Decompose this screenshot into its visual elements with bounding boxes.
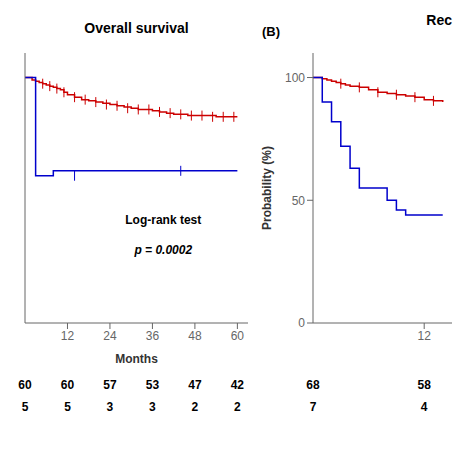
svg-text:100: 100 (285, 71, 305, 85)
svg-text:24: 24 (103, 329, 117, 343)
html-text:3: 3 (106, 400, 114, 414)
html-text:(B): (B) (262, 24, 280, 39)
html-text:60: 60 (18, 378, 32, 392)
html-text:60: 60 (60, 378, 75, 392)
svg-text:60: 60 (231, 329, 245, 343)
svg-text:12: 12 (61, 329, 75, 343)
html-text:p = 0.0002: p = 0.0002 (134, 243, 193, 258)
svg-text:48: 48 (188, 329, 202, 343)
svg-text:36: 36 (146, 329, 160, 343)
html-text:42: 42 (230, 378, 245, 392)
html-text:7: 7 (309, 400, 317, 414)
svg-text:Probability (%): Probability (%) (260, 146, 274, 230)
html-text:5: 5 (64, 400, 71, 414)
html-text:5: 5 (21, 400, 29, 414)
html-text:3: 3 (149, 400, 156, 414)
svg-text:50: 50 (292, 194, 306, 208)
svg-text:0: 0 (298, 316, 305, 330)
html-text:58: 58 (417, 378, 431, 392)
html-text:47: 47 (188, 378, 202, 392)
html-text:4: 4 (420, 400, 428, 414)
html-text:57: 57 (103, 378, 117, 392)
html-text:68: 68 (306, 378, 320, 392)
html-text:2: 2 (234, 400, 241, 414)
html-text:Overall survival: Overall survival (84, 20, 189, 36)
html-text:53: 53 (145, 378, 160, 392)
svg-text:12: 12 (418, 329, 432, 343)
html-text:2: 2 (191, 400, 199, 414)
html-text:Log-rank test: Log-rank test (125, 213, 202, 228)
svg-text:Months: Months (115, 352, 158, 366)
html-text:Rec: Rec (426, 12, 452, 28)
